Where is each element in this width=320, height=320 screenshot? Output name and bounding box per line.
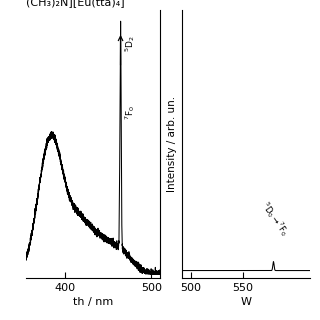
Y-axis label: Intensity / arb. un.: Intensity / arb. un.	[167, 96, 177, 192]
Text: (CH₃)₂N][Eu(tta)₄]: (CH₃)₂N][Eu(tta)₄]	[26, 0, 124, 7]
Text: $^7\mathrm{F}_0$: $^7\mathrm{F}_0$	[123, 105, 137, 120]
X-axis label: th / nm: th / nm	[73, 297, 113, 308]
Text: $^5\mathrm{D}_0$$\rightarrow$$^7\mathrm{F}_0$: $^5\mathrm{D}_0$$\rightarrow$$^7\mathrm{…	[258, 199, 292, 239]
X-axis label: W: W	[241, 297, 252, 308]
Text: $^5\mathrm{D}_2$: $^5\mathrm{D}_2$	[123, 35, 137, 52]
